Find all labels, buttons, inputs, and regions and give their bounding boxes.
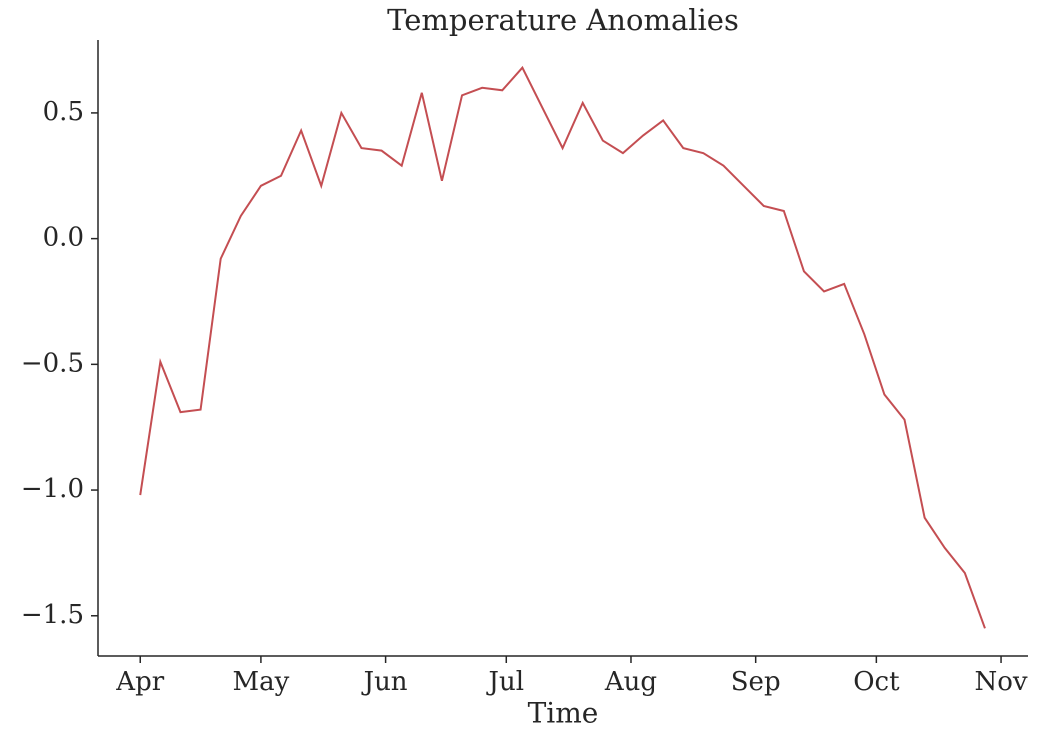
y-tick-label: −1.5: [21, 600, 84, 630]
data-line: [139, 65, 986, 629]
x-tick-label: Oct: [853, 667, 900, 697]
x-tick-label: Sep: [731, 667, 781, 697]
x-tick-label: Apr: [115, 667, 164, 697]
x-axis-label: Time: [528, 697, 599, 730]
y-tick-label: −0.5: [21, 348, 84, 378]
x-tick-label: Jun: [361, 667, 408, 697]
y-tick-label: 0.0: [43, 223, 84, 253]
chart-title: Temperature Anomalies: [387, 3, 739, 37]
x-tick-label: Aug: [604, 667, 657, 697]
x-tick-label: Nov: [975, 667, 1028, 697]
x-tick-label: May: [233, 667, 290, 697]
y-tick-label: 0.5: [43, 97, 84, 127]
x-tick-label: Jul: [486, 667, 524, 697]
y-tick-label: −1.0: [21, 474, 84, 504]
